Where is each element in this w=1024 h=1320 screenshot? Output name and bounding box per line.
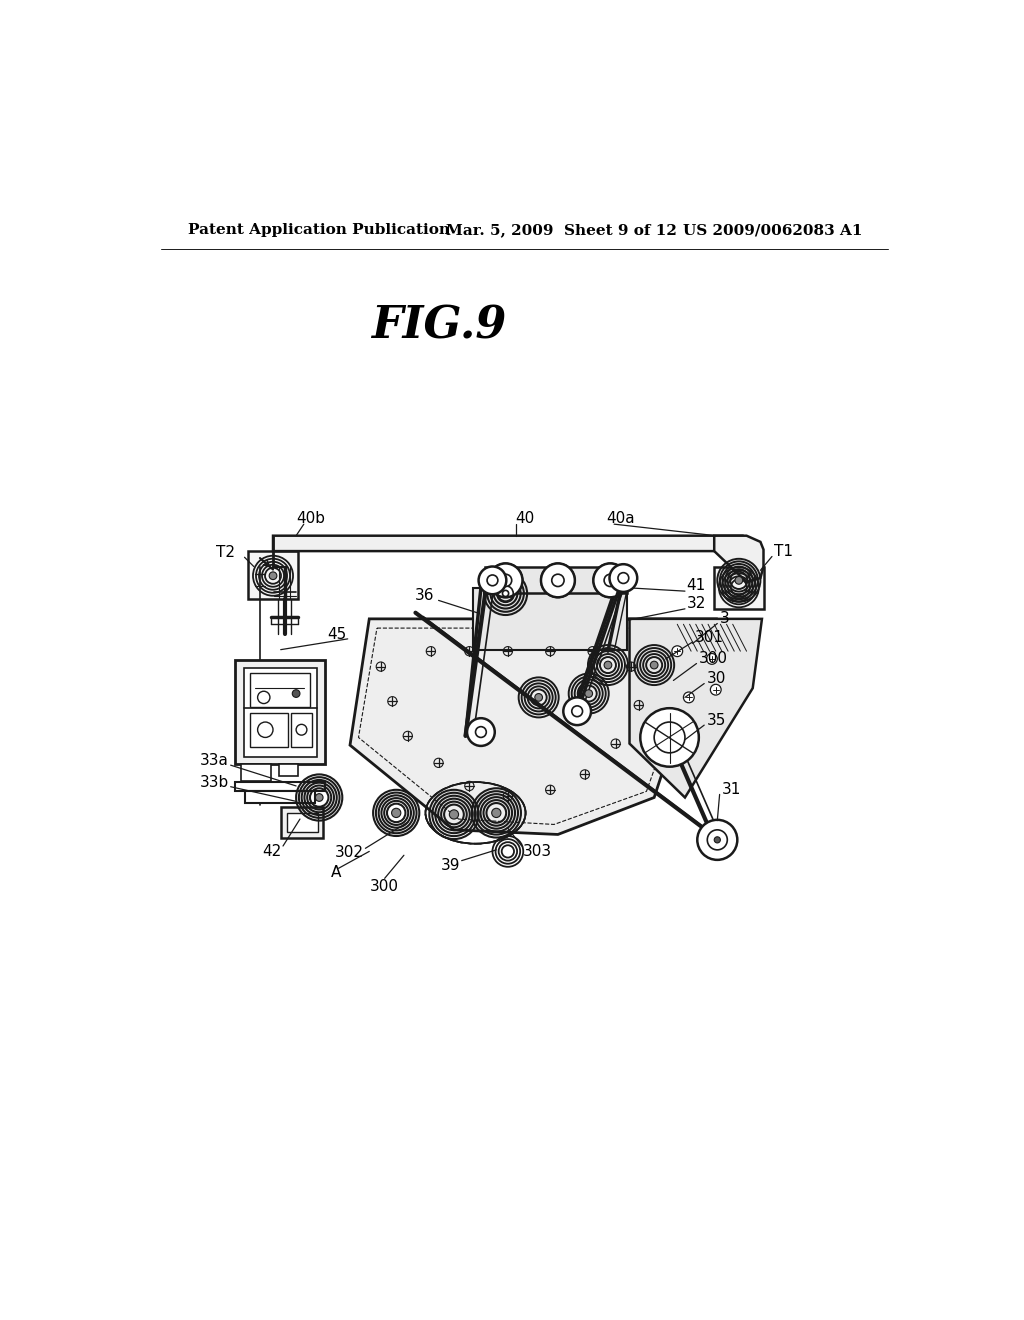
Text: 32: 32 (686, 595, 706, 611)
Circle shape (541, 564, 574, 598)
Bar (484, 566, 628, 594)
Circle shape (604, 661, 611, 669)
Circle shape (535, 693, 543, 701)
Bar (280, 764, 298, 776)
Circle shape (296, 725, 307, 735)
Bar (241, 764, 271, 781)
Circle shape (714, 837, 720, 843)
Polygon shape (350, 619, 716, 834)
Text: 300: 300 (698, 651, 728, 667)
Text: 40: 40 (515, 511, 535, 527)
Circle shape (467, 718, 495, 746)
Text: T2: T2 (215, 545, 234, 560)
Circle shape (697, 820, 737, 859)
Bar (291, 713, 312, 747)
Circle shape (315, 793, 323, 801)
Circle shape (593, 564, 628, 598)
Circle shape (500, 574, 512, 586)
Circle shape (478, 566, 506, 594)
Circle shape (563, 697, 591, 725)
Text: 40b: 40b (296, 511, 325, 527)
Bar (250, 713, 289, 747)
Circle shape (391, 808, 400, 817)
Circle shape (258, 722, 273, 738)
Text: 45: 45 (327, 627, 346, 642)
Text: T1: T1 (773, 544, 793, 558)
Text: 41: 41 (686, 578, 706, 593)
Circle shape (475, 726, 486, 738)
Text: 39: 39 (440, 858, 460, 873)
Circle shape (711, 684, 721, 696)
Circle shape (552, 574, 564, 586)
Text: 301: 301 (695, 630, 724, 645)
Text: 303: 303 (523, 843, 552, 859)
Circle shape (617, 573, 629, 583)
Text: 36: 36 (415, 589, 435, 603)
Bar (281, 807, 323, 838)
Polygon shape (714, 536, 764, 582)
Text: US 2009/0062083 A1: US 2009/0062083 A1 (683, 223, 863, 238)
Circle shape (571, 706, 583, 717)
Circle shape (707, 653, 717, 664)
Text: 302: 302 (335, 845, 364, 861)
Text: 35: 35 (707, 713, 726, 729)
Bar (234, 781, 326, 792)
Text: Patent Application Publication: Patent Application Publication (188, 223, 451, 238)
Text: 30: 30 (707, 672, 726, 686)
Circle shape (650, 661, 658, 669)
Polygon shape (273, 536, 746, 552)
Circle shape (604, 574, 616, 586)
Text: Mar. 5, 2009  Sheet 9 of 12: Mar. 5, 2009 Sheet 9 of 12 (446, 223, 677, 238)
Circle shape (708, 830, 727, 850)
Text: A: A (331, 866, 341, 880)
Bar (250, 673, 310, 706)
Text: 31: 31 (722, 783, 741, 797)
Circle shape (735, 577, 742, 585)
Circle shape (640, 708, 698, 767)
Bar (234, 660, 326, 764)
Circle shape (585, 689, 593, 697)
Circle shape (672, 645, 683, 656)
Circle shape (487, 576, 498, 586)
Text: FIG.9: FIG.9 (371, 305, 506, 347)
Circle shape (292, 689, 300, 697)
Circle shape (488, 564, 522, 598)
Circle shape (450, 810, 459, 818)
Text: 33b: 33b (200, 775, 229, 789)
Text: 33a: 33a (201, 752, 229, 768)
Text: 40a: 40a (606, 511, 635, 527)
Bar (473, 589, 628, 649)
Circle shape (654, 722, 685, 752)
Circle shape (683, 692, 694, 702)
Bar (245, 792, 315, 803)
Bar (287, 813, 317, 832)
Bar (714, 566, 764, 609)
Circle shape (258, 692, 270, 704)
Bar (249, 552, 298, 599)
Circle shape (269, 572, 276, 579)
Polygon shape (630, 619, 762, 797)
Circle shape (492, 808, 501, 817)
Text: 300: 300 (370, 879, 399, 894)
Circle shape (609, 564, 637, 591)
Bar (244, 668, 316, 756)
Text: 3: 3 (720, 611, 729, 627)
Text: 42: 42 (262, 843, 282, 859)
